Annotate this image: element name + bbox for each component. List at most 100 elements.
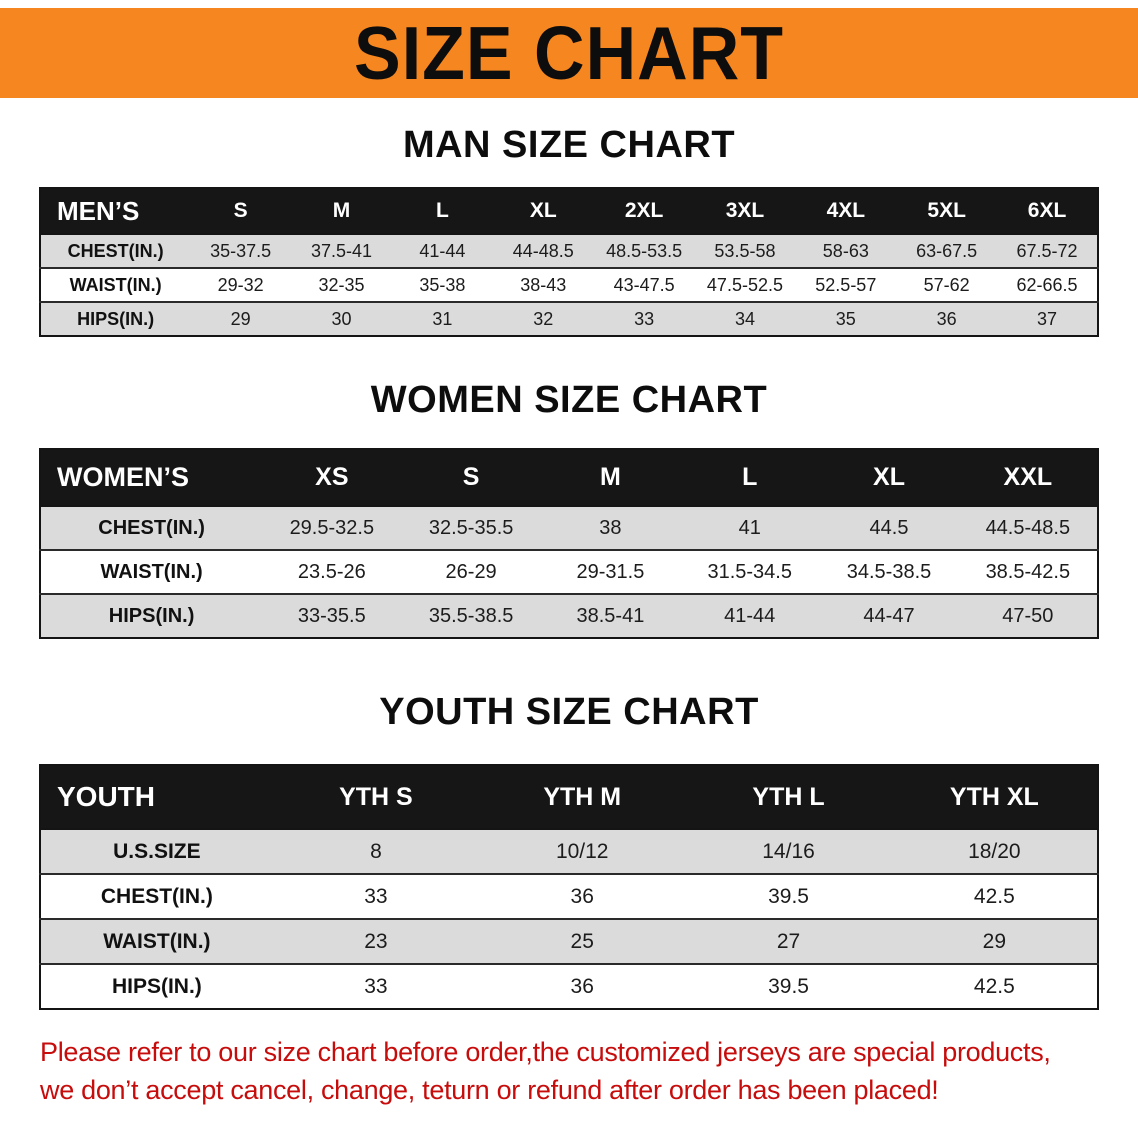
table-header-row: YOUTH YTH S YTH M YTH L YTH XL (40, 765, 1098, 829)
row-label: HIPS(IN.) (77, 308, 155, 329)
size-column-header: 5XL (896, 188, 998, 234)
size-value: 52.5-57 (815, 274, 877, 295)
size-value: 8 (370, 839, 382, 863)
size-value: 41-44 (419, 240, 466, 261)
size-value: 33-35.5 (297, 604, 366, 627)
size-value: 14/16 (762, 839, 815, 863)
table-row: U.S.SIZE 8 10/12 14/16 18/20 (40, 829, 1098, 874)
size-column-header: YTH S (272, 765, 480, 829)
size-value: 44-48.5 (512, 240, 574, 261)
size-column-header: XL (819, 449, 959, 506)
size-column-header: XXL (958, 449, 1098, 506)
size-value: 38-43 (520, 274, 567, 295)
size-column-header: L (391, 188, 493, 234)
size-value: 62-66.5 (1016, 274, 1078, 295)
size-value: 35-38 (419, 274, 466, 295)
size-value: 44.5 (869, 516, 909, 539)
size-value: 29-32 (217, 274, 264, 295)
size-value: 44.5-48.5 (985, 516, 1071, 539)
table-group-label: YOUTH (40, 765, 273, 829)
size-column-header: 4XL (795, 188, 897, 234)
size-value: 43-47.5 (613, 274, 675, 295)
size-column-header: YTH XL (891, 765, 1098, 829)
size-value: 27 (776, 929, 801, 953)
size-value: 31.5-34.5 (707, 560, 792, 583)
row-label: WAIST(IN.) (103, 929, 211, 953)
size-chart-title: SIZE CHART (354, 10, 784, 96)
size-value: 37 (1037, 308, 1058, 329)
size-column-header: YTH L (685, 765, 892, 829)
women-size-table: WOMEN’S XS S M L XL XXL CHEST(IN.) 29.5-32.5 32.5… (39, 448, 1099, 639)
size-value: 34.5-38.5 (846, 560, 932, 583)
size-value: 29.5-32.5 (289, 516, 375, 539)
size-value: 63-67.5 (916, 240, 978, 261)
size-column-header: 2XL (593, 188, 695, 234)
women-size-chart-section: WOMEN SIZE CHART WOMEN’S XS S M L XL XXL CHEST(… (0, 379, 1138, 639)
size-value: 36 (570, 884, 594, 908)
table-header-row: WOMEN’S XS S M L XL XXL (40, 449, 1098, 506)
size-column-header: XS (262, 449, 402, 506)
size-value: 35.5-38.5 (428, 604, 514, 627)
disclaimer-text: Please refer to our size chart before or… (40, 1034, 1098, 1110)
men-size-table: MEN’S S M L XL 2XL 3XL 4XL 5XL 6XL CHEST(IN.) 35-37… (39, 187, 1099, 337)
row-label: CHEST(IN.) (100, 884, 213, 908)
disclaimer-line-1: Please refer to our size chart before or… (40, 1037, 1051, 1067)
table-group-label: MEN’S (40, 188, 191, 234)
size-value: 18/20 (968, 839, 1021, 863)
size-column-header: S (190, 188, 292, 234)
size-column-header: XL (492, 188, 594, 234)
youth-size-chart-section: YOUTH SIZE CHART YOUTH YTH S YTH M YTH L YTH… (0, 691, 1138, 1010)
table-group-label: WOMEN’S (40, 449, 263, 506)
size-value: 41 (738, 516, 761, 539)
size-value: 47.5-52.5 (706, 274, 783, 295)
size-value: 53.5-58 (714, 240, 776, 261)
size-column-header: L (680, 449, 820, 506)
row-label: WAIST(IN.) (69, 274, 162, 295)
size-value: 37.5-41 (310, 240, 373, 261)
table-row: CHEST(IN.) 35-37.5 37.5-41 41-44 44-48.5 48.5… (40, 234, 1098, 268)
size-value: 38.5-42.5 (985, 560, 1071, 583)
size-value: 48.5-53.5 (606, 240, 683, 261)
size-value: 32.5-35.5 (428, 516, 514, 539)
size-column-header: S (401, 449, 541, 506)
size-value: 29 (982, 929, 1007, 953)
youth-section-title: YOUTH SIZE CHART (379, 691, 759, 733)
size-value: 29 (230, 308, 251, 329)
size-value: 38.5-41 (576, 604, 645, 627)
size-value: 23 (364, 929, 388, 953)
size-column-header: YTH M (479, 765, 686, 829)
size-value: 47-50 (1002, 604, 1054, 627)
size-column-header: M (291, 188, 392, 234)
size-value: 42.5 (973, 884, 1015, 908)
row-label: WAIST(IN.) (100, 560, 203, 583)
table-header-row: MEN’S S M L XL 2XL 3XL 4XL 5XL 6XL (40, 188, 1098, 234)
size-value: 30 (331, 308, 352, 329)
men-size-chart-section: MAN SIZE CHART MEN’S S M L XL 2XL 3XL 4XL 5XL 6XL… (0, 124, 1138, 337)
size-value: 33 (364, 884, 388, 908)
table-row: WAIST(IN.) 23 25 27 29 (40, 919, 1098, 964)
table-row: HIPS(IN.) 33-35.5 35.5-38.5 38.5-41 41-44 44-… (40, 594, 1098, 638)
row-label: HIPS(IN.) (108, 604, 195, 627)
row-label: CHEST(IN.) (98, 516, 205, 539)
size-column-header: 3XL (694, 188, 796, 234)
size-value: 23.5-26 (297, 560, 366, 583)
size-value: 34 (734, 308, 755, 329)
size-value: 36 (936, 308, 957, 329)
size-column-header: 6XL (997, 188, 1098, 234)
size-value: 36 (570, 974, 594, 998)
size-column-header: M (540, 449, 681, 506)
size-value: 41-44 (724, 604, 776, 627)
table-row: HIPS(IN.) 29 30 31 32 33 34 35 36 37 (40, 302, 1098, 336)
table-row: CHEST(IN.) 33 36 39.5 42.5 (40, 874, 1098, 919)
size-value: 42.5 (973, 974, 1015, 998)
row-label: U.S.SIZE (113, 839, 201, 863)
table-row: CHEST(IN.) 29.5-32.5 32.5-35.5 38 41 44.5 44.5… (40, 506, 1098, 550)
size-value: 58-63 (822, 240, 869, 261)
table-row: WAIST(IN.) 23.5-26 26-29 29-31.5 31.5-34.5 34… (40, 550, 1098, 594)
row-label: HIPS(IN.) (111, 974, 202, 998)
size-value: 44-47 (863, 604, 915, 627)
row-label: CHEST(IN.) (67, 240, 164, 261)
size-value: 31 (432, 308, 453, 329)
size-value: 10/12 (555, 839, 609, 863)
men-section-title: MAN SIZE CHART (402, 124, 736, 166)
